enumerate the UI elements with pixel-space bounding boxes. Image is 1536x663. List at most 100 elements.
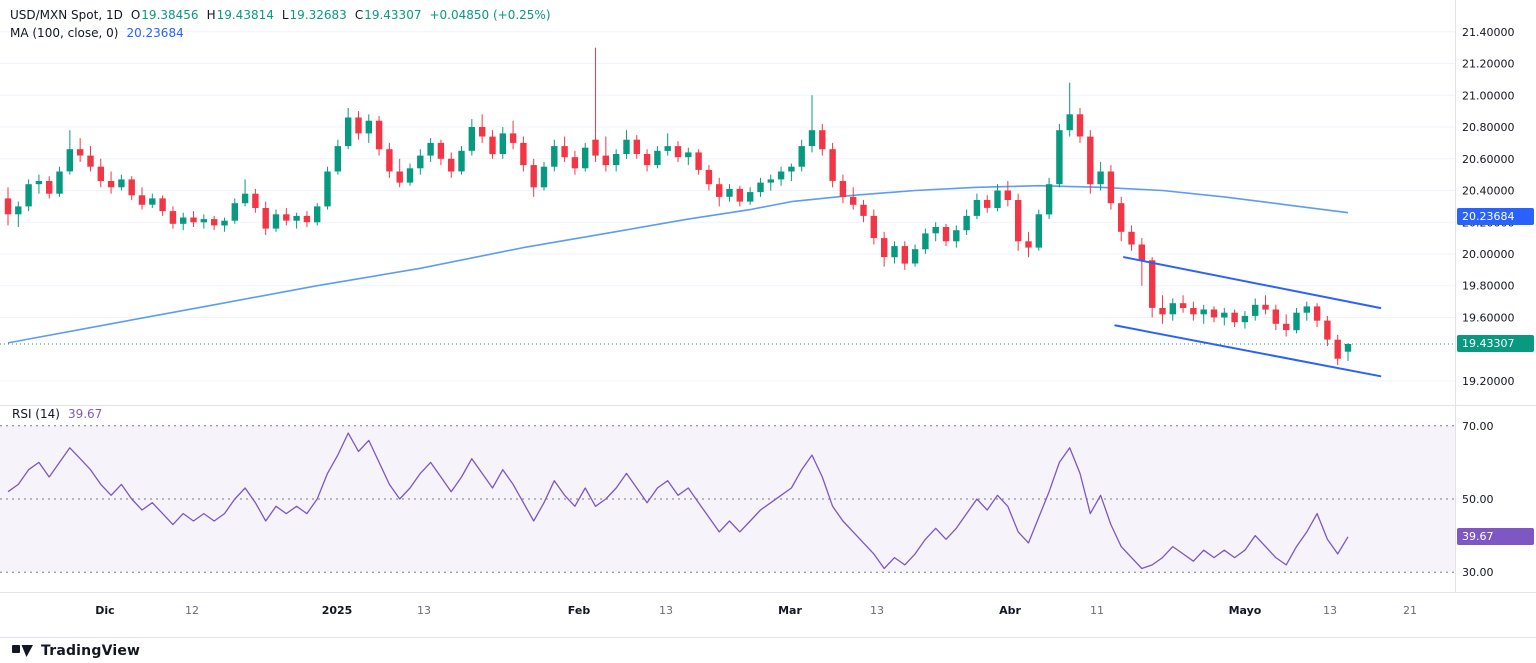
high-value: 19.43814	[216, 8, 274, 22]
candle-body	[798, 146, 805, 167]
time-axis-label: 21	[1403, 604, 1417, 617]
time-axis-label: 13	[417, 604, 431, 617]
candle-body	[633, 139, 640, 154]
candle-body	[881, 238, 888, 258]
candle-body	[767, 179, 774, 183]
candle-body	[1303, 306, 1310, 313]
candle-body	[613, 154, 620, 166]
candle-body	[97, 166, 104, 181]
trendline	[1114, 324, 1382, 378]
candle-body	[623, 139, 630, 154]
ma-label[interactable]: MA (100, close, 0)	[10, 26, 119, 40]
candle-body	[747, 192, 754, 202]
candle-body	[726, 188, 733, 197]
ma-legend-row: MA (100, close, 0) 20.23684	[10, 24, 551, 42]
candle-body	[911, 249, 919, 264]
rsi-value: 39.67	[67, 407, 103, 421]
candle-body	[1200, 309, 1207, 315]
candle-body	[942, 227, 950, 242]
tradingview-logo-icon[interactable]	[12, 643, 34, 658]
price-axis-label: 20.80000	[1462, 121, 1515, 134]
candle-body	[520, 142, 527, 166]
candle-body	[1324, 320, 1331, 340]
time-axis-label: 13	[870, 604, 884, 617]
candle-body	[1128, 231, 1135, 245]
price-axis-label: 21.40000	[1462, 26, 1515, 39]
candle-body	[582, 147, 589, 169]
candle-body	[1272, 309, 1279, 324]
candle-body	[252, 193, 259, 208]
candle-body	[437, 142, 445, 159]
tradingview-brand[interactable]: TradingView	[41, 642, 141, 659]
symbol-title[interactable]: USD/MXN Spot, 1D	[10, 8, 123, 22]
candle-body	[458, 150, 465, 172]
time-axis-label: Mayo	[1229, 604, 1262, 617]
candle-body	[932, 227, 939, 234]
candle-body	[1087, 136, 1094, 185]
candle-body	[1169, 303, 1176, 315]
candle-body	[1313, 306, 1321, 321]
candle-body	[808, 130, 816, 147]
open-label: O	[130, 8, 141, 22]
candle-body	[345, 117, 352, 147]
rsi-axis-label: 70.00	[1462, 420, 1494, 433]
candle-body	[571, 157, 579, 169]
candle-body	[272, 214, 280, 229]
time-axis-label: Dic	[95, 604, 114, 617]
candle-body	[334, 146, 341, 172]
candle-body	[1066, 114, 1073, 131]
candle-body	[963, 215, 970, 231]
candle-body	[870, 215, 877, 239]
candle-body	[1149, 260, 1156, 308]
candle-body	[509, 133, 517, 143]
candle-body	[159, 198, 166, 212]
candle-body	[829, 149, 836, 181]
candle-body	[448, 158, 455, 172]
rsi-axis-label: 30.00	[1462, 566, 1494, 579]
footer-bar: TradingView	[0, 637, 1536, 663]
price-axis-label: 20.40000	[1462, 185, 1515, 198]
candle-body	[107, 181, 115, 188]
candle-body	[324, 171, 331, 207]
candle-body	[241, 193, 249, 204]
candle-body	[138, 195, 146, 205]
candle-body	[705, 169, 713, 185]
chart-canvas[interactable]: 21.40000 21.20000 21.00000 20.80000 20.60000…	[0, 0, 1536, 637]
candle-body	[643, 154, 651, 166]
candle-body	[118, 179, 125, 188]
candle-body	[489, 136, 496, 155]
candle-body	[1283, 323, 1290, 331]
candle-body	[860, 204, 867, 216]
high-label: H	[206, 8, 216, 22]
candle-body	[417, 155, 424, 169]
candle-body	[427, 142, 434, 156]
ma-value: 20.23684	[126, 26, 184, 40]
candle-body	[1076, 114, 1084, 137]
candle-body	[1107, 171, 1115, 204]
candle-body	[128, 179, 135, 196]
candle-body	[901, 246, 908, 264]
time-axis-label: Mar	[778, 604, 802, 617]
candle-body	[375, 120, 383, 150]
candle-body	[169, 211, 177, 224]
candle-body	[530, 165, 537, 188]
candle-body	[922, 233, 929, 250]
candle-body	[1004, 190, 1011, 200]
candle-body	[56, 171, 63, 194]
time-axis-label: 13	[1323, 604, 1337, 617]
candle-body	[1262, 304, 1269, 310]
close-value: 19.43307	[364, 8, 422, 22]
price-axis-label: 21.00000	[1462, 89, 1515, 102]
candle-body	[1179, 303, 1187, 308]
open-value: 19.38456	[141, 8, 199, 22]
candle-body	[1025, 241, 1032, 248]
candle-body	[788, 166, 795, 172]
symbol-legend-row: USD/MXN Spot, 1D O 19.38456 H 19.43814 L 19…	[10, 6, 551, 24]
candle-body	[1241, 315, 1249, 323]
candle-body	[953, 230, 960, 242]
time-axis-label: Feb	[568, 604, 591, 617]
low-value: 19.32683	[289, 8, 347, 22]
candle-body	[839, 181, 847, 197]
rsi-label[interactable]: RSI (14)	[12, 407, 60, 421]
candle-body	[561, 146, 568, 158]
